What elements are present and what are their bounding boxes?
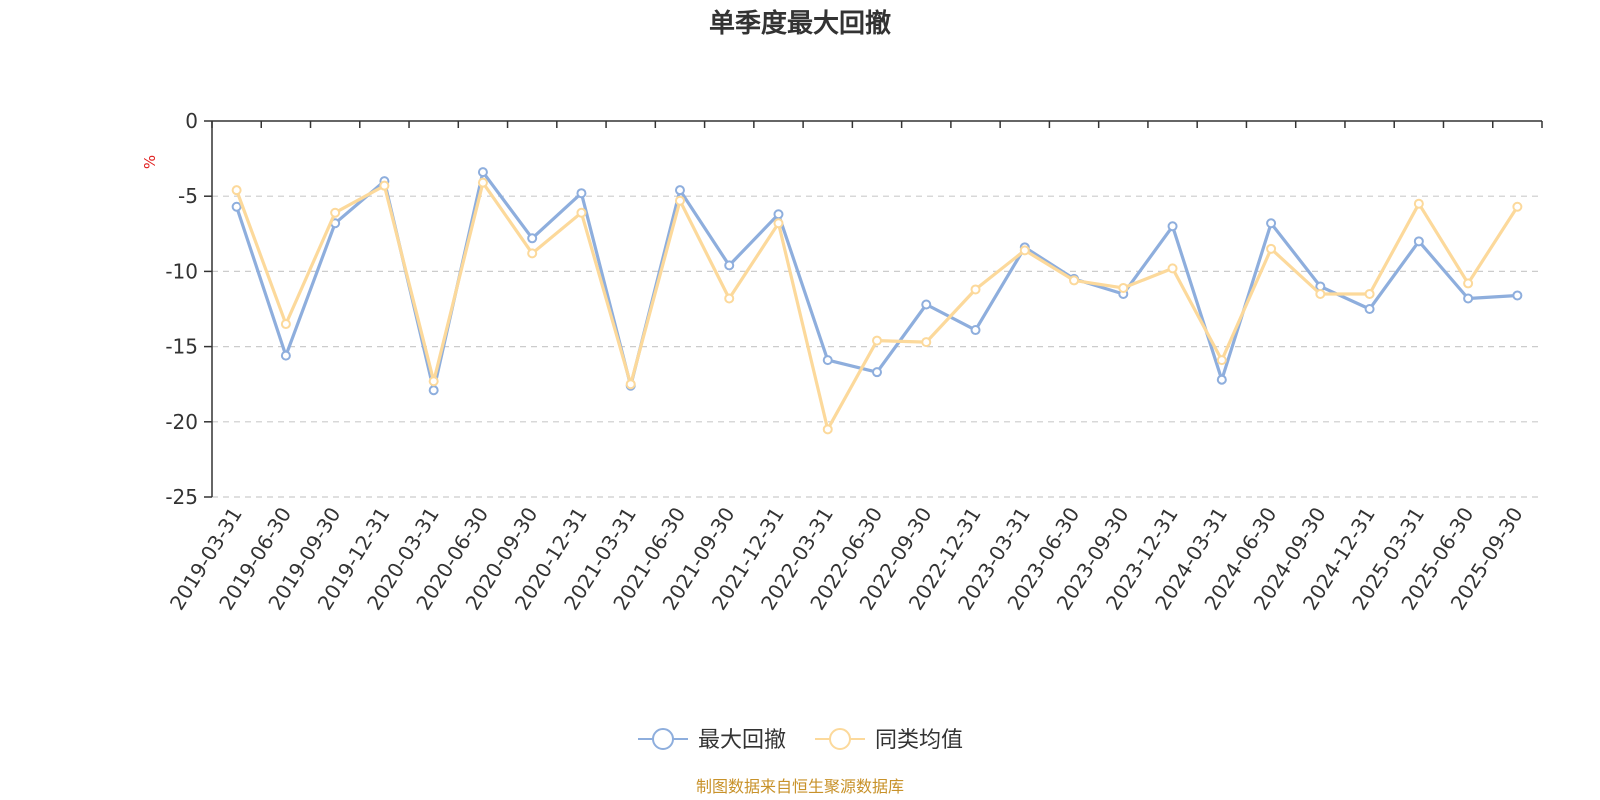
legend-item-2[interactable]: 同类均值 <box>815 728 963 753</box>
y-tick-label: -25 <box>165 485 198 509</box>
data-point[interactable] <box>822 355 833 366</box>
y-axis-unit-label: % <box>141 155 159 169</box>
data-point[interactable] <box>1512 290 1523 301</box>
data-point[interactable] <box>1266 218 1277 229</box>
data-point[interactable] <box>1019 245 1030 256</box>
data-point[interactable] <box>921 337 932 348</box>
data-point[interactable] <box>1512 201 1523 212</box>
data-point[interactable] <box>822 424 833 435</box>
data-point[interactable] <box>1413 236 1424 247</box>
data-point[interactable] <box>428 385 439 396</box>
data-point[interactable] <box>724 293 735 304</box>
y-tick-label: 0 <box>185 109 198 133</box>
data-point[interactable] <box>773 209 784 220</box>
data-point[interactable] <box>1364 288 1375 299</box>
data-point[interactable] <box>379 180 390 191</box>
data-point[interactable] <box>674 185 685 196</box>
series-1 <box>231 167 1523 396</box>
data-point[interactable] <box>477 177 488 188</box>
data-point[interactable] <box>1266 243 1277 254</box>
legend-label: 同类均值 <box>875 728 963 753</box>
data-point[interactable] <box>1118 282 1129 293</box>
data-point[interactable] <box>428 376 439 387</box>
data-point[interactable] <box>1167 263 1178 274</box>
y-tick-label: -10 <box>165 259 198 283</box>
data-point[interactable] <box>1364 304 1375 314</box>
data-point[interactable] <box>921 299 932 310</box>
data-point[interactable] <box>625 379 636 390</box>
data-point[interactable] <box>280 350 291 361</box>
legend-marker-symbol <box>829 728 851 750</box>
series-layer <box>231 167 1523 435</box>
series-line <box>235 181 1519 431</box>
grid-layer <box>212 195 1542 498</box>
chart-title: 单季度最大回撤 <box>709 8 891 39</box>
data-point[interactable] <box>1167 221 1178 232</box>
data-point[interactable] <box>872 367 882 378</box>
data-point[interactable] <box>724 260 735 271</box>
legend[interactable]: 最大回撤 同类均值 <box>638 728 963 753</box>
axis-layer: 0-5-10-15-20-252019-03-312019-06-302019-… <box>165 109 1543 614</box>
data-point[interactable] <box>330 207 341 218</box>
data-point[interactable] <box>1463 293 1474 304</box>
y-tick-label: -15 <box>165 335 198 359</box>
legend-marker-symbol <box>652 728 674 750</box>
data-point[interactable] <box>674 195 685 206</box>
data-point[interactable] <box>1413 198 1424 209</box>
data-point[interactable] <box>1216 355 1227 366</box>
data-point[interactable] <box>1463 278 1474 289</box>
data-point[interactable] <box>1216 374 1227 385</box>
data-point[interactable] <box>231 185 242 196</box>
data-point[interactable] <box>527 248 538 259</box>
y-tick-label: -20 <box>165 410 198 434</box>
series-2 <box>231 177 1523 435</box>
data-point[interactable] <box>970 284 981 295</box>
data-point[interactable] <box>1315 288 1326 299</box>
data-point[interactable] <box>872 335 882 346</box>
data-point[interactable] <box>280 319 291 330</box>
data-point[interactable] <box>576 188 587 199</box>
legend-label: 最大回撤 <box>698 728 786 753</box>
data-point[interactable] <box>576 207 587 218</box>
y-tick-label: -5 <box>178 184 198 208</box>
data-point[interactable] <box>527 233 538 244</box>
data-point[interactable] <box>477 167 488 178</box>
data-point[interactable] <box>231 201 242 212</box>
data-point[interactable] <box>970 325 981 336</box>
data-point[interactable] <box>1069 275 1080 286</box>
data-point[interactable] <box>773 218 784 229</box>
legend-item-1[interactable]: 最大回撤 <box>638 728 786 753</box>
data-source-note: 制图数据来自恒生聚源数据库 <box>696 777 904 796</box>
